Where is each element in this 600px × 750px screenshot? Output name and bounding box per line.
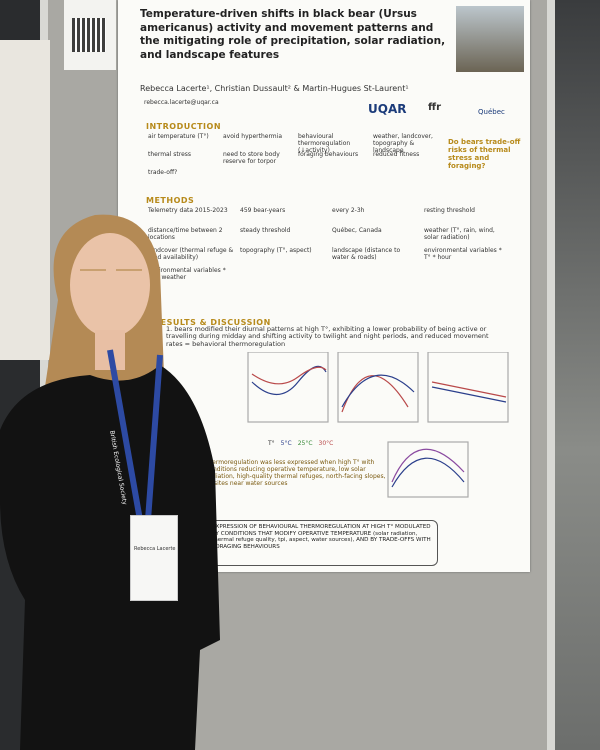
intro-items: air temperature (T°) avoid hyperthermia be… — [148, 133, 448, 194]
poster-item: topography (T°, aspect) — [240, 247, 312, 254]
poster-item: distance/time between 2 locations — [148, 227, 223, 241]
logo: UQAR — [368, 102, 407, 116]
badge-name: Rebecca Lacerte — [134, 546, 176, 552]
poster-item: Québec, Canada — [332, 227, 382, 234]
authors: Rebecca Lacerte¹, Christian Dussault² & … — [140, 84, 409, 93]
poster-item: trade-off? — [148, 169, 178, 176]
result-plots — [247, 352, 509, 498]
legend-entry: 30°C — [318, 440, 334, 447]
legend-entry: T° — [268, 440, 275, 447]
poster-item: resting threshold — [424, 207, 475, 214]
poster-item: 459 bear-years — [240, 207, 286, 214]
poster-title: Temperature-driven shifts in black bear … — [140, 8, 446, 61]
poster-item: environmental variables * T° * hour — [424, 247, 502, 261]
legend: T° 5°C 25°C 30°C — [268, 440, 388, 447]
poster-item: behavioural thermoregulation (↓activity) — [298, 133, 351, 154]
qr-card — [64, 0, 116, 70]
note: thermoregulation was less expressed when… — [206, 459, 386, 487]
left-poster — [0, 40, 50, 360]
poster-item: steady threshold — [240, 227, 291, 234]
email: rebecca.lacerte@uqar.ca — [144, 99, 219, 106]
poster-item: air temperature (T°) — [148, 133, 209, 140]
poster-item: weather (T°, rain, wind, solar radiation… — [424, 227, 495, 241]
poster-item: thermal stress — [148, 151, 192, 158]
poster-item: every 2-3h — [332, 207, 365, 214]
methods-items: Telemetry data 2015-2023 459 bear-years ev… — [148, 207, 518, 298]
section-heading: METHODS — [146, 196, 195, 205]
logo: Québec — [478, 108, 505, 116]
poster-item: need to store body reserve for torpor — [223, 151, 280, 165]
wall-right — [548, 0, 600, 750]
logo: ffr — [428, 102, 442, 113]
question: Do bears trade-off risks of thermal stre… — [448, 138, 521, 170]
section-heading: INTRODUCTION — [146, 122, 222, 131]
photo — [456, 6, 524, 72]
legend-entry: 25°C — [297, 440, 313, 447]
poster-item: reduced fitness — [373, 151, 420, 158]
poster-item: landscape (distance to water & roads) — [332, 247, 401, 261]
badge: Rebecca Lacerte — [130, 515, 178, 601]
poster-item: environmental variables * T° * weather — [148, 267, 226, 281]
section-heading: RESULTS & DISCUSSION — [154, 318, 271, 327]
poster-item: Telemetry data 2015-2023 — [148, 207, 228, 214]
legend-entry: 5°C — [280, 440, 292, 447]
poster-item: weather, landcover, topography & landsca… — [373, 133, 433, 154]
poster-item: avoid hyperthermia — [223, 133, 282, 140]
poster-item: landcover (thermal refuge & food availab… — [148, 247, 234, 261]
finding: 1. bears modified their diurnal patterns… — [166, 325, 489, 348]
poster-item: foraging behaviours — [298, 151, 359, 158]
